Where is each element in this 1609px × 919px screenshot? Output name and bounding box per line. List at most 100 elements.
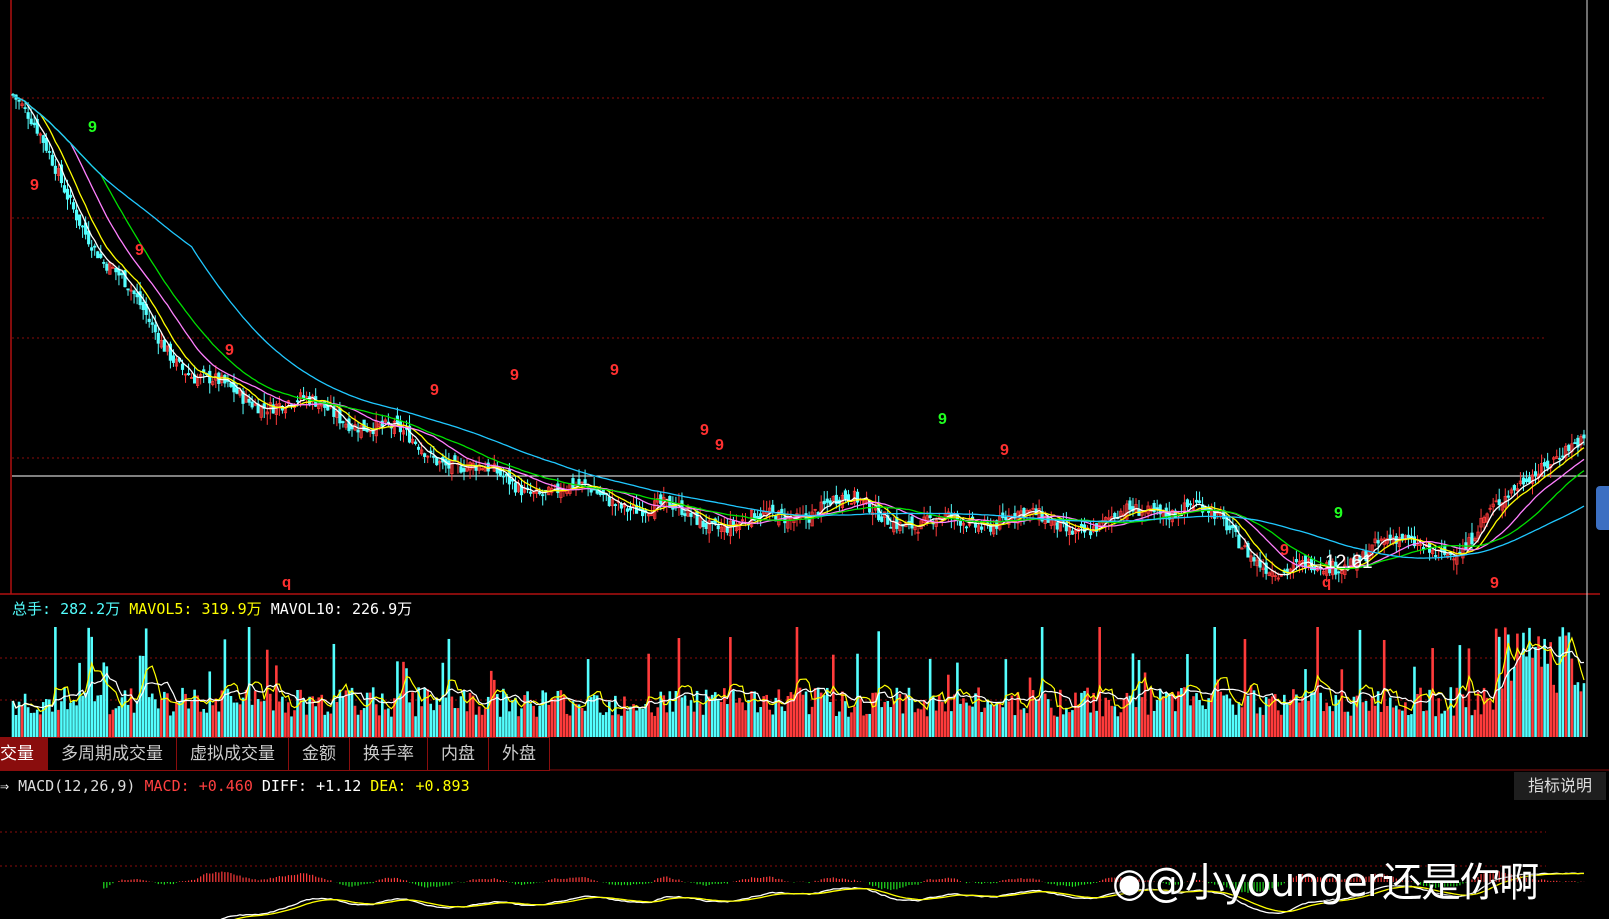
volume-bar (1373, 705, 1377, 737)
volume-bar (193, 689, 196, 737)
volume-bar (644, 704, 647, 737)
candle-body (1582, 434, 1586, 439)
tab-inner-volume[interactable]: 内盘 (428, 737, 489, 771)
volume-bar (1283, 694, 1286, 737)
volume-bar (117, 706, 121, 737)
volume-bar (299, 689, 302, 737)
tab-multi-period-volume[interactable]: 多周期成交量 (48, 737, 177, 771)
ma10-line (12, 94, 1585, 574)
candle-body (147, 318, 151, 322)
volume-bar (175, 701, 178, 737)
macd-lines (220, 872, 1584, 919)
volume-bar (281, 696, 284, 737)
volume-bar (1249, 685, 1253, 737)
volume-bar (1183, 687, 1186, 737)
volume-bar (541, 690, 545, 737)
candle-body (26, 112, 30, 119)
volume-bar (1264, 696, 1268, 737)
volume-bar (483, 708, 487, 737)
volume-bar (38, 714, 42, 737)
volume-bar (956, 662, 959, 737)
candle-body (1037, 508, 1041, 521)
volume-bar (208, 671, 212, 737)
volume-bar (692, 711, 696, 737)
tab-turnover-rate[interactable]: 换手率 (350, 737, 428, 771)
volume-bar (1019, 709, 1023, 737)
candle-body (777, 510, 781, 526)
volume-bar (44, 699, 48, 737)
volume-bar (877, 631, 880, 737)
volume-bar (1098, 627, 1101, 737)
volume-bar (1513, 666, 1516, 737)
volume-bar (502, 688, 505, 737)
candle-body (1452, 558, 1456, 561)
candle-body (20, 103, 24, 107)
ma20-line (12, 94, 1585, 570)
volume-bar (1470, 715, 1474, 737)
volume-bar (402, 661, 405, 737)
candle-body (855, 491, 860, 503)
candle-body (356, 429, 360, 433)
side-panel-toggle[interactable] (1596, 486, 1609, 530)
volume-bar (1137, 660, 1141, 737)
volume-bar (1340, 669, 1344, 737)
candle-body (413, 441, 418, 444)
volume-bar (1419, 687, 1422, 737)
candle-body (174, 358, 179, 367)
volume-bar (611, 715, 614, 737)
volume-bar (1331, 711, 1335, 737)
volume-bar (1540, 666, 1543, 737)
tab-outer-volume[interactable]: 外盘 (489, 737, 550, 771)
volume-bar (741, 702, 744, 737)
candle-body (341, 421, 345, 424)
volume-bar (1546, 663, 1549, 737)
candle-body (619, 503, 624, 509)
volume-bar (632, 704, 635, 737)
candle-body (1524, 478, 1529, 483)
candle-body (23, 107, 27, 110)
volume-bar (1286, 702, 1289, 737)
volume-bar (1519, 655, 1522, 737)
weibo-watermark: ◉@小younger还是你啊 (1112, 850, 1539, 908)
volume-bar (265, 649, 269, 737)
volume-bar (23, 693, 27, 737)
candle-body (1397, 537, 1401, 548)
volume-bar (1367, 710, 1371, 737)
volume-bar (620, 715, 623, 737)
td-nine-marker: 9 (715, 437, 724, 454)
indicator-help-button[interactable]: 指标说明 (1514, 772, 1606, 800)
volume-bar (344, 690, 348, 737)
volume-bar (1128, 695, 1132, 737)
tab-volume[interactable]: 交量 (0, 737, 48, 771)
volume-bar (450, 696, 454, 737)
candle-body (235, 387, 239, 394)
macd-name[interactable]: MACD(12,26,9) (18, 777, 136, 795)
candle-body (1188, 503, 1193, 506)
candle-body (135, 293, 139, 298)
candle-body (1412, 536, 1417, 547)
volume-bar (913, 712, 917, 737)
volume-bar (417, 687, 420, 737)
volume-bar (910, 699, 914, 737)
tab-amount[interactable]: 金额 (289, 737, 350, 771)
volume-bar (1068, 712, 1071, 737)
volume-bar (399, 693, 402, 737)
volume-bar (1355, 695, 1359, 737)
volume-bar (1292, 689, 1295, 737)
candle-body (432, 455, 436, 458)
volume-bar (804, 691, 808, 737)
tab-virtual-volume[interactable]: 虚拟成交量 (177, 737, 289, 771)
volume-bar (459, 696, 463, 737)
volume-bar (217, 711, 221, 737)
volume-bar (774, 697, 778, 737)
candle-body (1185, 499, 1190, 508)
candle-body (1267, 572, 1271, 576)
volume-bar (919, 709, 923, 737)
candle-body (165, 345, 169, 352)
volume-bar (387, 708, 390, 737)
candle-body (1418, 544, 1423, 547)
candle-body (180, 363, 185, 370)
volume-bar (686, 705, 690, 737)
candle-body (740, 519, 745, 522)
volume-bar (1049, 707, 1053, 737)
